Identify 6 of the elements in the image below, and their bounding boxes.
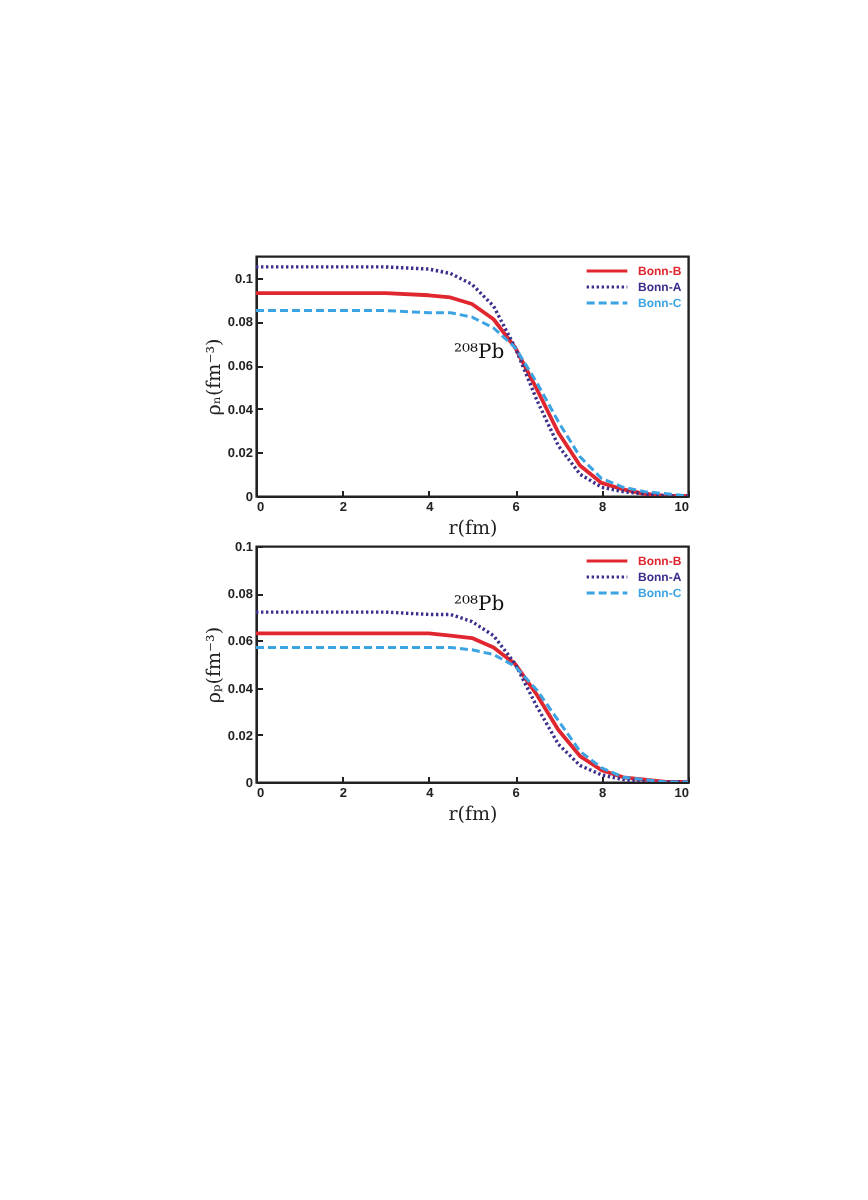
x-axis-title: r(fm) xyxy=(448,804,498,826)
y-axis-title: ρₚ(fm⁻³) xyxy=(203,626,226,704)
annotation: ²⁰⁸Pb xyxy=(454,594,505,616)
annotation: ²⁰⁸Pb xyxy=(454,342,505,364)
y-axis-title: ρₙ(fm⁻³) xyxy=(203,338,226,416)
x-axis-title: r(fm) xyxy=(448,518,498,540)
